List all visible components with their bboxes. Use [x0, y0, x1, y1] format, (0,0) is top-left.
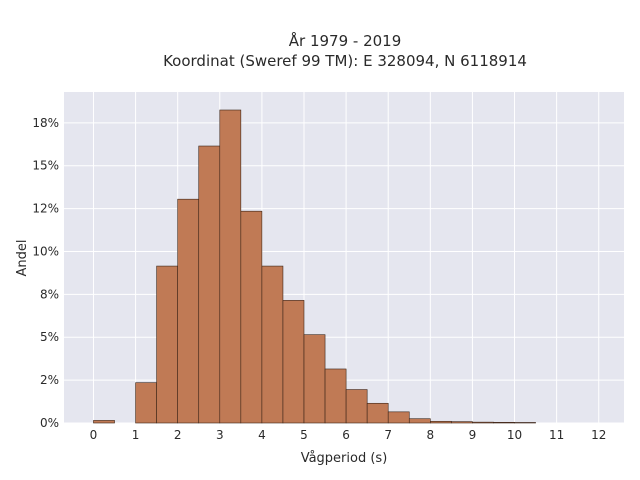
histogram-bar [493, 422, 515, 424]
y-tick-label: 2% [40, 373, 59, 387]
x-tick-label: 8 [426, 428, 434, 442]
bars [93, 109, 536, 424]
histogram-bar [514, 422, 536, 424]
x-tick-label: 3 [216, 428, 224, 442]
y-tick-label: 5% [40, 330, 59, 344]
histogram-bar [387, 411, 410, 424]
histogram-bar [366, 402, 389, 424]
histogram-bar [156, 265, 178, 424]
x-axis-ticks: 0 1 2 3 4 5 6 7 8 9 10 11 12 [90, 428, 607, 442]
x-tick-label: 0 [90, 428, 98, 442]
y-tick-label: 10% [32, 244, 59, 258]
histogram-bar [472, 421, 494, 424]
x-tick-label: 9 [469, 428, 477, 442]
x-tick-label: 10 [507, 428, 522, 442]
x-tick-label: 4 [258, 428, 266, 442]
histogram-bar [324, 368, 347, 424]
y-axis-label: Andel [15, 240, 30, 277]
histogram-bar [451, 421, 473, 424]
y-tick-label: 12% [32, 202, 59, 216]
y-tick-label: 18% [32, 116, 59, 130]
y-tick-label: 0% [40, 416, 59, 430]
y-tick-label: 8% [40, 287, 59, 301]
x-tick-label: 2 [174, 428, 182, 442]
chart-subtitle: Koordinat (Sweref 99 TM): E 328094, N 61… [163, 52, 527, 70]
y-tick-label: 15% [32, 159, 59, 173]
histogram-bar [261, 265, 284, 424]
x-tick-label: 12 [591, 428, 606, 442]
histogram-bar [282, 300, 305, 424]
x-tick-label: 1 [132, 428, 140, 442]
histogram-bar [177, 198, 200, 424]
x-tick-label: 5 [300, 428, 308, 442]
histogram-bar [303, 334, 326, 424]
histogram-bar [219, 109, 242, 424]
x-tick-label: 6 [342, 428, 350, 442]
x-tick-label: 7 [384, 428, 392, 442]
histogram-bar [408, 418, 431, 424]
x-axis-label: Vågperiod (s) [301, 451, 388, 466]
histogram-bar [198, 145, 221, 424]
chart-title: År 1979 - 2019 [289, 31, 402, 50]
y-axis-ticks: 0% 2% 5% 8% 10% 12% 15% 18% [32, 116, 59, 430]
histogram-bar [93, 420, 115, 424]
histogram-bar [430, 420, 452, 424]
histogram-bar [135, 382, 157, 424]
histogram-bar [240, 210, 263, 424]
x-tick-label: 11 [549, 428, 564, 442]
histogram-bar [345, 389, 368, 424]
